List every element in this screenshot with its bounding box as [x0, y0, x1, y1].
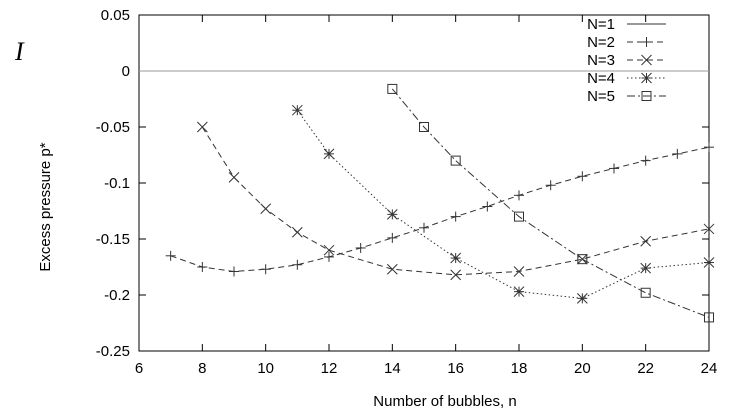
legend-marker	[641, 72, 652, 84]
data-point-N4	[576, 293, 588, 304]
data-point-N3	[450, 269, 462, 281]
data-point-N3	[640, 235, 652, 247]
data-point-N4	[513, 286, 525, 297]
data-point-N2	[609, 163, 619, 174]
data-point-N2	[419, 222, 429, 233]
data-point-N3	[291, 226, 303, 238]
legend-marker	[641, 91, 652, 101]
data-point-N3	[386, 263, 398, 275]
x-tick-label: 16	[447, 360, 464, 377]
data-point-N5	[514, 211, 524, 222]
x-tick-label: 10	[257, 360, 274, 377]
data-point-N4	[450, 252, 462, 264]
data-point-N2	[165, 250, 176, 261]
axis-ticks: 6 8 10 12 14 16 18 20 22 24 0.05 0 -0.05 -0.1 -0.15 -0.…	[96, 7, 718, 377]
y-tick-label: -0.2	[104, 287, 130, 304]
data-point-N2	[640, 155, 651, 166]
data-point-N4	[291, 104, 303, 116]
data-point-N2	[355, 242, 366, 253]
data-point-N3	[513, 266, 525, 277]
data-point-N2	[482, 201, 493, 212]
data-point-N3	[323, 244, 335, 256]
legend-label: N=5	[587, 88, 615, 105]
y-tick-label: -0.15	[96, 231, 130, 248]
x-tick-label: 18	[511, 360, 528, 377]
y-tick-label: 0	[122, 63, 130, 80]
y-tick-label: 0.05	[101, 7, 130, 24]
legend-label: N=4	[587, 70, 615, 87]
series-markers	[165, 83, 715, 323]
data-point-N2	[577, 171, 588, 182]
x-axis-label: Number of bubbles, n	[373, 393, 516, 410]
y-axis-label: Excess pressure p*	[37, 142, 54, 271]
data-point-N2	[545, 180, 556, 191]
data-point-N4	[703, 257, 715, 268]
data-point-N4	[323, 148, 335, 160]
data-point-N2	[672, 148, 683, 159]
legend-marker	[641, 54, 652, 66]
data-point-N5	[450, 155, 461, 166]
data-point-N5	[419, 122, 429, 132]
data-point-N5	[577, 254, 588, 265]
data-point-N5	[640, 287, 651, 298]
plot-frame	[138, 14, 710, 352]
data-point-N3	[228, 172, 240, 183]
data-point-N5	[704, 312, 714, 323]
x-tick-label: 6	[135, 360, 143, 377]
data-point-N3	[703, 223, 715, 235]
legend: N=1N=2N=3N=4N=5	[587, 16, 666, 105]
series-line-N5	[391, 88, 710, 318]
data-point-N2	[387, 232, 398, 243]
series-lines	[139, 70, 710, 318]
plot-border	[138, 14, 710, 352]
x-tick-label: 24	[701, 360, 718, 377]
data-point-N2	[514, 190, 524, 201]
x-tick-label: 20	[574, 360, 591, 377]
series-line-N3	[201, 126, 710, 276]
legend-label: N=3	[587, 52, 615, 69]
data-point-N4	[640, 262, 652, 274]
x-tick-label: 12	[321, 360, 338, 377]
series-line-N4	[296, 109, 710, 299]
data-point-N3	[196, 121, 208, 133]
x-tick-label: 8	[198, 360, 206, 377]
y-tick-label: -0.1	[104, 175, 130, 192]
legend-label: N=2	[587, 34, 615, 51]
data-point-N2	[292, 259, 303, 270]
y-tick-label: -0.25	[96, 343, 130, 360]
x-tick-label: 14	[384, 360, 401, 377]
data-point-N2	[197, 262, 208, 272]
data-point-N2	[260, 264, 271, 275]
data-point-N2	[450, 211, 461, 222]
data-point-N2	[704, 142, 714, 153]
legend-label: N=1	[587, 16, 615, 33]
data-point-N5	[387, 83, 398, 94]
data-point-N2	[324, 251, 334, 262]
data-point-N3	[260, 203, 272, 215]
data-point-N2	[229, 266, 239, 277]
x-tick-label: 22	[637, 360, 654, 377]
clipped-fragment-text: I	[14, 37, 25, 66]
y-tick-label: -0.05	[96, 119, 130, 136]
data-point-N3	[576, 253, 588, 265]
data-point-N4	[386, 209, 398, 220]
series-line-N2	[170, 146, 710, 273]
legend-marker	[641, 37, 652, 47]
